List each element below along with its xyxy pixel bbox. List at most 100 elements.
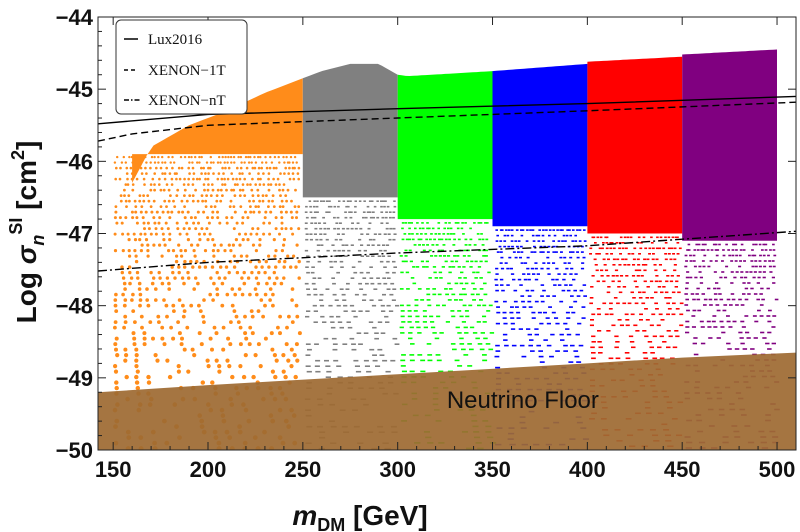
scan-point — [456, 255, 460, 257]
scan-point — [543, 311, 547, 314]
scan-point — [483, 282, 487, 285]
x-tick-label: 400 — [569, 457, 606, 482]
scan-point — [125, 166, 129, 170]
scan-point — [283, 172, 286, 175]
scan-point — [427, 354, 433, 356]
scan-point — [225, 358, 230, 363]
scan-point — [657, 286, 662, 288]
scan-point — [371, 244, 375, 246]
scan-point — [591, 357, 596, 360]
scan-point — [314, 343, 319, 345]
scan-point — [510, 229, 514, 231]
scan-point — [771, 276, 775, 279]
scan-point — [251, 166, 255, 170]
scan-point — [645, 297, 650, 299]
scan-point — [457, 365, 463, 367]
scan-point — [187, 166, 190, 170]
scan-point — [242, 270, 246, 275]
scan-point — [333, 249, 337, 252]
scan-point — [245, 166, 249, 170]
scan-point — [320, 200, 323, 202]
scan-point — [570, 344, 575, 347]
scan-point — [133, 249, 137, 253]
scan-point — [313, 288, 318, 290]
scan-point — [346, 282, 350, 285]
scan-point — [516, 245, 519, 248]
scan-point — [751, 254, 755, 257]
scan-point — [240, 276, 244, 280]
scan-point — [444, 222, 448, 224]
scan-point — [472, 299, 476, 301]
scan-point — [486, 310, 491, 312]
scan-point — [413, 310, 418, 312]
scan-point — [721, 271, 725, 273]
scan-point — [337, 205, 340, 208]
scan-point — [204, 205, 208, 209]
scan-point — [165, 358, 170, 363]
scan-point — [383, 282, 388, 285]
scan-point — [177, 166, 181, 170]
scan-point — [519, 245, 523, 248]
scan-point — [561, 289, 566, 292]
scan-point — [572, 229, 575, 231]
scan-point — [305, 365, 311, 367]
scan-point — [638, 253, 641, 255]
scan-point — [725, 265, 729, 268]
scan-point — [380, 205, 383, 208]
scan-point — [727, 249, 730, 251]
scan-point — [459, 337, 464, 340]
scan-point — [226, 336, 231, 341]
scan-point — [329, 205, 333, 208]
scan-point — [684, 293, 688, 295]
scan-point — [686, 271, 690, 273]
scan-point — [269, 331, 274, 336]
scan-point — [454, 359, 460, 362]
scan-point — [247, 155, 250, 159]
scan-point — [210, 380, 215, 385]
scan-point — [633, 280, 637, 283]
scan-point — [547, 245, 551, 248]
scan-point — [540, 267, 544, 270]
scan-point — [679, 324, 684, 327]
scan-point — [198, 161, 201, 164]
scan-point — [207, 183, 210, 186]
scan-point — [233, 161, 236, 164]
scan-point — [581, 317, 586, 319]
scan-point — [238, 342, 243, 347]
scan-point — [382, 359, 388, 362]
scan-point — [167, 287, 171, 291]
scan-point — [565, 328, 570, 330]
scan-point — [714, 243, 718, 246]
x-tick-label: 450 — [664, 457, 701, 482]
scan-point — [219, 199, 223, 203]
scan-point — [701, 243, 705, 246]
scan-point — [751, 265, 755, 268]
scan-point — [706, 249, 710, 251]
scan-point — [263, 303, 267, 308]
scan-point — [463, 326, 468, 329]
scan-point — [700, 326, 705, 328]
scan-point — [479, 299, 483, 301]
scan-point — [263, 216, 267, 220]
scan-point — [114, 210, 118, 214]
scan-point — [123, 314, 128, 319]
scan-point — [546, 344, 552, 347]
scan-point — [627, 264, 631, 266]
scan-point — [262, 232, 266, 236]
scan-point — [238, 194, 242, 198]
scan-point — [437, 249, 441, 252]
scan-point — [178, 232, 182, 236]
scan-point — [229, 320, 233, 324]
scan-point — [230, 161, 233, 164]
scan-point — [401, 260, 405, 263]
scan-point — [280, 221, 284, 225]
scan-point — [267, 188, 271, 192]
scan-point — [123, 194, 126, 198]
scan-point — [238, 243, 242, 247]
scan-point — [575, 333, 580, 336]
scan-point — [258, 183, 262, 186]
scan-point — [625, 275, 629, 277]
scan-point — [206, 188, 210, 192]
scan-point — [636, 258, 640, 261]
scan-point — [528, 306, 533, 308]
